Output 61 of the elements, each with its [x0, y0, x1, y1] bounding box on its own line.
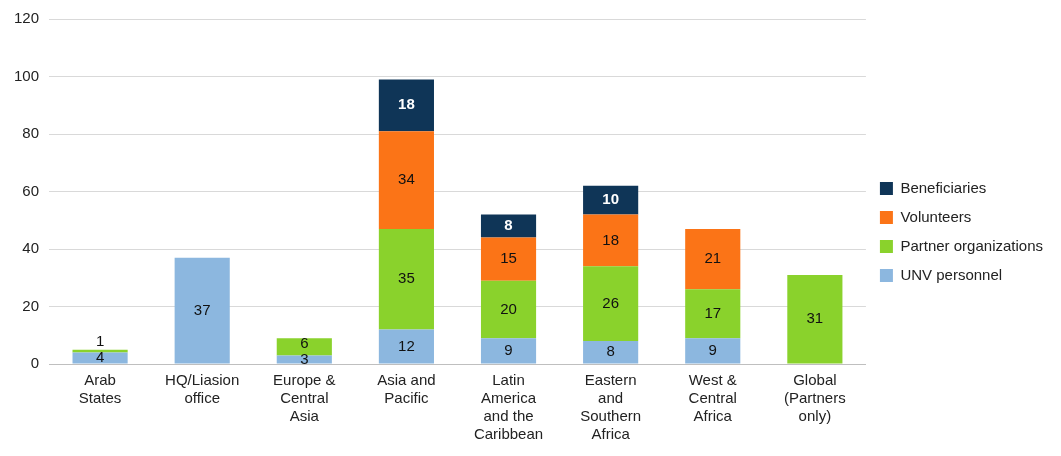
data-label: 9: [708, 340, 717, 358]
data-label: 21: [704, 249, 722, 267]
bar: [276, 338, 332, 356]
bar: [378, 228, 434, 330]
data-label: 3: [300, 349, 309, 367]
data-label: 18: [602, 230, 619, 248]
y-tick-label: 0: [30, 354, 40, 372]
y-tick-label: 60: [22, 181, 40, 199]
bar: [378, 79, 434, 132]
bar: [72, 349, 128, 353]
x-tick-label: Global (Partners only): [784, 371, 846, 425]
bar: [480, 280, 537, 339]
data-label: 35: [398, 269, 415, 287]
data-label: 34: [398, 170, 415, 188]
data-label: 8: [504, 216, 513, 234]
y-tick-label: 80: [22, 124, 40, 142]
y-tick-label: 100: [14, 66, 40, 84]
bar: [685, 338, 741, 364]
data-label: 20: [500, 299, 517, 317]
bar: [685, 289, 741, 339]
legend-label: UNV personnel: [900, 265, 1003, 283]
x-tick-label: Latin America and the Caribbean: [473, 371, 544, 443]
data-label: 37: [193, 300, 211, 318]
y-tick-label: 20: [22, 296, 40, 314]
x-tick-label: West & Central Africa: [688, 371, 737, 425]
data-label: 17: [704, 303, 722, 321]
bar: [276, 355, 332, 364]
bar: [480, 338, 537, 364]
bar: [72, 352, 128, 364]
bar: [378, 329, 434, 364]
y-tick-label: 120: [14, 9, 40, 27]
bar: [480, 237, 537, 281]
data-label: 31: [806, 309, 824, 327]
legend-label: Volunteers: [900, 207, 972, 225]
bar: [378, 131, 434, 229]
data-label: 12: [398, 336, 415, 354]
bar: [480, 214, 537, 238]
bar: [583, 341, 639, 364]
data-label: 26: [602, 293, 619, 311]
bar: [685, 228, 741, 290]
x-tick-label: Eastern and Southern Africa: [580, 371, 642, 443]
data-label: 9: [504, 340, 513, 358]
x-tick-label: HQ/Liasion office: [165, 371, 240, 407]
data-label: 8: [606, 342, 615, 360]
bar: [787, 274, 843, 364]
bar: [174, 257, 230, 364]
legend-label: Beneficiaries: [900, 178, 987, 196]
data-label: 6: [300, 333, 309, 351]
legend-label: Partner organizations: [900, 236, 1044, 254]
bar: [583, 214, 639, 267]
bar: [583, 266, 639, 341]
data-label: 15: [500, 249, 517, 267]
x-tick-label: Europe & Central Asia: [273, 371, 336, 425]
data-label: 1: [95, 332, 105, 350]
data-label: 18: [398, 95, 415, 113]
data-label: 10: [602, 190, 619, 208]
y-tick-label: 40: [22, 239, 40, 257]
x-tick-label: Arab States: [78, 371, 122, 407]
data-label: 4: [95, 348, 105, 366]
bar: [583, 185, 639, 215]
x-tick-label: Asia and Pacific: [377, 371, 436, 407]
